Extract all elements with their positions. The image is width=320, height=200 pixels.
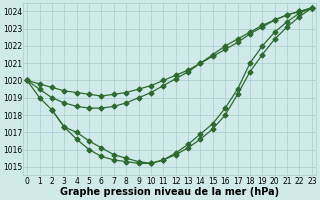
X-axis label: Graphe pression niveau de la mer (hPa): Graphe pression niveau de la mer (hPa) bbox=[60, 187, 279, 197]
